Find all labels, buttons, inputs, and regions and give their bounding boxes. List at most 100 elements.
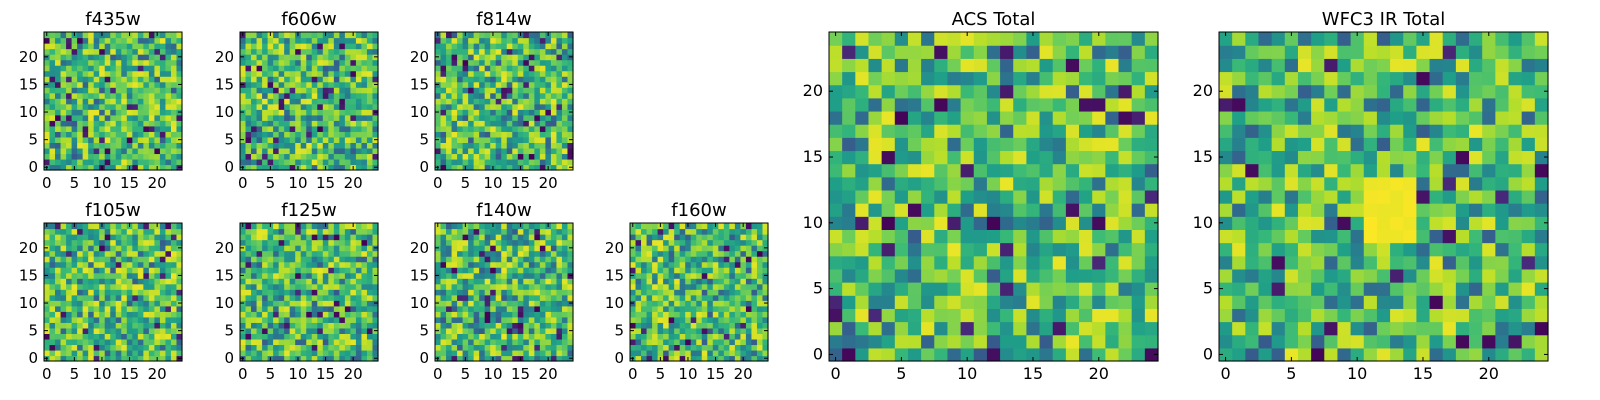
heatmap-cell: [372, 92, 379, 99]
heatmap-cell: [295, 103, 302, 110]
heatmap-cell: [126, 37, 133, 44]
heatmap-cell: [523, 333, 530, 340]
heatmap-cell: [49, 245, 56, 252]
heatmap-cell: [745, 338, 753, 346]
heatmap-cell: [567, 59, 574, 66]
heatmap-cell: [446, 142, 453, 149]
heatmap-cell: [77, 228, 84, 235]
heatmap-cell: [165, 250, 172, 257]
heatmap-cell: [66, 316, 73, 323]
heatmap-cell: [855, 242, 870, 257]
heatmap-cell: [745, 245, 753, 252]
heatmap-cell: [148, 316, 155, 323]
y-tick-label: 10: [215, 294, 234, 312]
heatmap-cell: [734, 228, 741, 235]
heatmap-cell: [657, 305, 664, 312]
heatmap-cell: [550, 109, 558, 116]
heatmap-cell: [115, 153, 122, 160]
heatmap-cell: [534, 283, 541, 290]
heatmap-cell: [55, 120, 62, 127]
heatmap-cell: [322, 147, 329, 155]
heatmap-cell: [512, 355, 519, 362]
heatmap-cell: [539, 142, 546, 149]
heatmap-cell: [137, 164, 144, 171]
heatmap-cell: [550, 283, 558, 290]
heatmap-cell: [115, 278, 122, 285]
heatmap-cell: [110, 272, 117, 279]
heatmap-cell: [512, 245, 519, 252]
heatmap-cell: [762, 316, 769, 323]
heatmap-cell: [49, 43, 56, 50]
heatmap-cell: [322, 289, 329, 296]
heatmap-cell: [539, 245, 546, 252]
heatmap-cell: [328, 98, 335, 105]
heatmap-cell: [457, 59, 464, 66]
heatmap-cell: [256, 245, 263, 252]
heatmap-cell: [723, 234, 730, 241]
heatmap-cell: [539, 37, 546, 44]
heatmap-cell: [289, 267, 296, 274]
heatmap-cell: [126, 294, 133, 301]
heatmap-cell: [556, 109, 563, 116]
heatmap-cell: [355, 136, 363, 143]
heatmap-cell: [462, 125, 469, 132]
heatmap-cell: [176, 223, 183, 230]
heatmap-cell: [707, 245, 714, 252]
heatmap-cell: [567, 344, 574, 351]
heatmap-cell: [457, 43, 464, 50]
heatmap-cell: [278, 109, 285, 116]
heatmap-cell: [77, 59, 84, 66]
y-tick-label: 5: [614, 322, 624, 340]
heatmap-cell: [1079, 334, 1093, 349]
heatmap-cell: [82, 349, 89, 357]
heatmap-cell: [126, 54, 133, 61]
heatmap-cell: [712, 344, 719, 351]
heatmap-cell: [256, 289, 263, 296]
heatmap-cell: [165, 32, 172, 39]
heatmap-cell: [339, 267, 346, 274]
heatmap-cell: [344, 109, 351, 116]
heatmap-cell: [960, 242, 975, 257]
heatmap-cell: [973, 308, 988, 323]
heatmap-cell: [115, 32, 122, 39]
heatmap-cell: [333, 65, 340, 72]
heatmap-cell: [523, 142, 530, 149]
heatmap-cell: [55, 294, 62, 301]
heatmap-cell: [539, 98, 546, 105]
heatmap-cell: [484, 43, 491, 50]
heatmap-cell: [534, 103, 541, 110]
heatmap-cell: [110, 344, 117, 351]
heatmap-cell: [148, 87, 155, 94]
heatmap-cell: [440, 65, 447, 72]
y-tick-label: 5: [28, 131, 38, 149]
heatmap-cell: [165, 294, 172, 301]
heatmap-cell: [251, 267, 258, 274]
heatmap-cell: [148, 344, 155, 351]
heatmap-cell: [646, 316, 653, 323]
heatmap-cell: [176, 114, 183, 121]
heatmap-cell: [690, 261, 697, 268]
heatmap-cell: [534, 87, 541, 94]
heatmap-cell: [251, 70, 258, 77]
heatmap-cell: [745, 289, 753, 296]
heatmap-cell: [104, 125, 111, 132]
heatmap-cell: [855, 189, 870, 204]
heatmap-cell: [545, 114, 552, 121]
heatmap-cell: [77, 267, 84, 274]
heatmap-cell: [550, 355, 558, 362]
heatmap-cell: [696, 311, 703, 318]
heatmap-cell: [121, 32, 128, 39]
heatmap-cell: [701, 333, 708, 340]
heatmap-cell: [567, 283, 574, 290]
heatmap-cell: [82, 344, 89, 351]
heatmap-cell: [512, 125, 519, 132]
heatmap-cell: [350, 272, 357, 279]
heatmap-cell: [501, 164, 508, 171]
heatmap-cell: [262, 239, 269, 246]
x-tick-label: 20: [344, 174, 363, 192]
heatmap-cell: [550, 153, 558, 160]
heatmap-cell: [366, 355, 374, 362]
heatmap-cell: [657, 239, 664, 246]
heatmap-cell: [115, 245, 122, 252]
heatmap-cell: [132, 245, 139, 252]
